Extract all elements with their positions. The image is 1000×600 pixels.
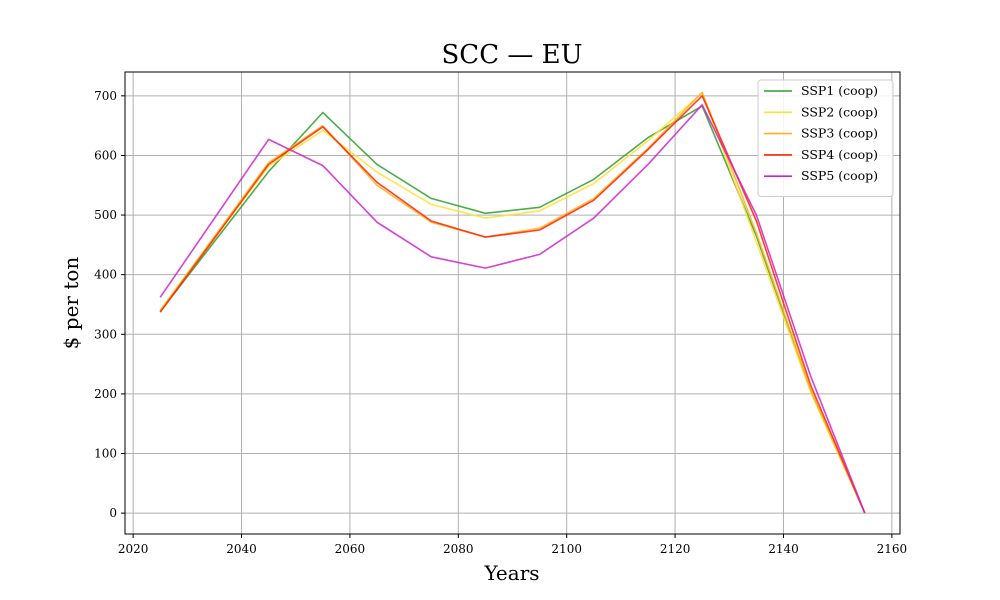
x-tick-label: 2020 <box>118 542 149 556</box>
series-line-5 <box>159 104 866 514</box>
x-tick-label: 2140 <box>768 542 799 556</box>
legend: SSP1 (coop) SSP2 (coop) SSP3 (coop) SSP4 (c… <box>757 79 894 197</box>
plot-area-frame <box>124 71 901 535</box>
legend-label: SSP1 (coop) <box>801 83 878 98</box>
series-line-3 <box>159 91 866 514</box>
x-tick-label: 2160 <box>877 542 908 556</box>
series-line-4 <box>159 95 866 514</box>
y-tick-label: 200 <box>94 387 117 401</box>
series-line-1 <box>159 105 866 514</box>
series-line-2 <box>159 92 866 514</box>
x-tick-label: 2040 <box>226 542 257 556</box>
y-tick-label: 400 <box>94 268 117 282</box>
legend-label: SSP5 (coop) <box>801 168 878 183</box>
y-tick-label: 300 <box>94 327 117 341</box>
y-tick-label: 600 <box>94 148 117 162</box>
legend-label: SSP3 (coop) <box>801 126 878 141</box>
chart-title: SCC — EU <box>441 40 582 70</box>
y-tick-label: 500 <box>94 208 117 222</box>
legend-frame <box>757 79 894 197</box>
y-tick-label: 700 <box>94 89 117 103</box>
y-axis-title: $ per ton <box>59 257 83 350</box>
x-tick-label: 2100 <box>551 542 582 556</box>
legend-label: SSP4 (coop) <box>801 147 878 162</box>
x-tick-label: 2060 <box>335 542 366 556</box>
axis-ticks: 2020 2040 2060 2080 2100 2120 2140 2160 0 100 200 3… <box>94 89 907 556</box>
x-axis-title: Years <box>483 561 539 585</box>
series-lines <box>159 91 866 514</box>
y-tick-label: 100 <box>94 447 117 461</box>
y-tick-label: 0 <box>109 506 117 520</box>
legend-label: SSP2 (coop) <box>801 104 878 119</box>
x-tick-label: 2080 <box>443 542 474 556</box>
x-tick-label: 2120 <box>660 542 691 556</box>
